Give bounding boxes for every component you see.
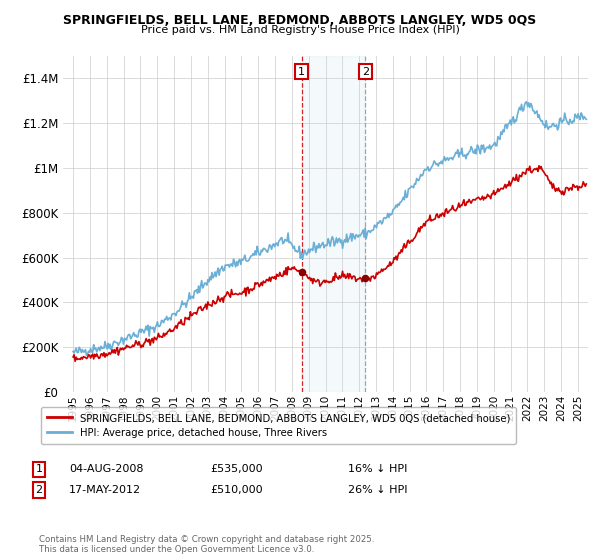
Point: [297, 268, 307, 277]
Text: 16% ↓ HPI: 16% ↓ HPI: [348, 464, 407, 474]
Text: 17-MAY-2012: 17-MAY-2012: [69, 485, 141, 495]
Text: 1: 1: [35, 464, 43, 474]
Point: [361, 273, 370, 282]
Text: £510,000: £510,000: [210, 485, 263, 495]
Text: Price paid vs. HM Land Registry's House Price Index (HPI): Price paid vs. HM Land Registry's House …: [140, 25, 460, 35]
Text: 04-AUG-2008: 04-AUG-2008: [69, 464, 143, 474]
Text: 2: 2: [35, 485, 43, 495]
Text: Contains HM Land Registry data © Crown copyright and database right 2025.
This d: Contains HM Land Registry data © Crown c…: [39, 535, 374, 554]
Legend: SPRINGFIELDS, BELL LANE, BEDMOND, ABBOTS LANGLEY, WD5 0QS (detached house), HPI:: SPRINGFIELDS, BELL LANE, BEDMOND, ABBOTS…: [41, 407, 517, 444]
Text: 1: 1: [298, 67, 305, 77]
Text: 26% ↓ HPI: 26% ↓ HPI: [348, 485, 407, 495]
Text: 2: 2: [362, 67, 369, 77]
Text: SPRINGFIELDS, BELL LANE, BEDMOND, ABBOTS LANGLEY, WD5 0QS: SPRINGFIELDS, BELL LANE, BEDMOND, ABBOTS…: [64, 14, 536, 27]
Bar: [302, 56, 365, 392]
Text: £535,000: £535,000: [210, 464, 263, 474]
